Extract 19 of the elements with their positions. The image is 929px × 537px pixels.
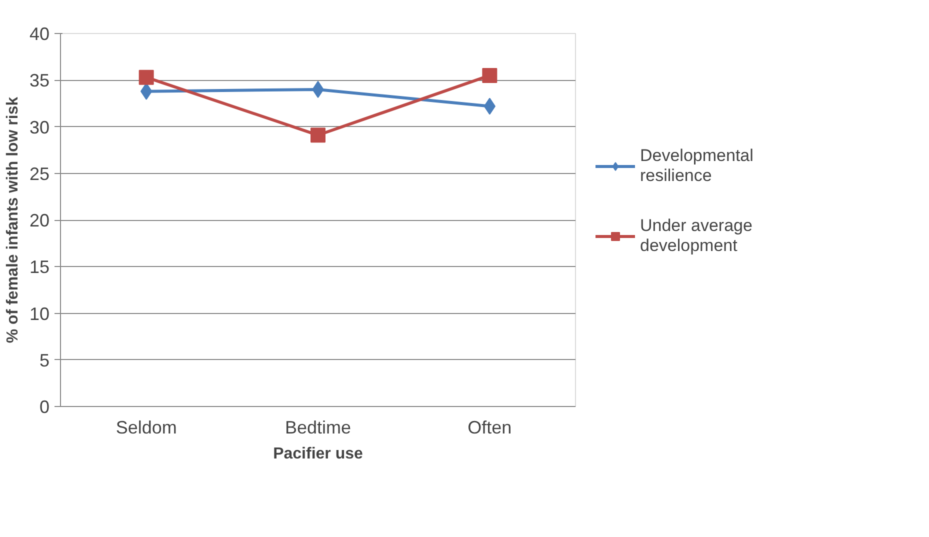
x-tick-label: Often (468, 418, 512, 438)
y-tick-label: 30 (29, 117, 50, 138)
y-tick-label: 25 (29, 164, 50, 184)
y-axis-title: % of female infants with low risk (4, 96, 22, 344)
y-tick-label: 20 (29, 210, 50, 230)
x-tick-label: Bedtime (284, 418, 352, 438)
point (482, 68, 498, 83)
y-tick-label: 40 (29, 24, 50, 44)
point (138, 70, 154, 85)
x-axis-title: Pacifier use (273, 446, 364, 462)
y-tick-label: 15 (29, 257, 50, 278)
legend-label: Developmental resilience (640, 146, 754, 186)
y-tick-label: 35 (29, 70, 50, 91)
y-tick-label: 0 (39, 397, 50, 417)
x-tick-label: Seldom (116, 418, 177, 438)
point (310, 128, 326, 143)
legend-label: Under average development (640, 216, 752, 256)
y-tick-label: 5 (39, 350, 50, 370)
y-tick-label: 10 (29, 304, 50, 324)
